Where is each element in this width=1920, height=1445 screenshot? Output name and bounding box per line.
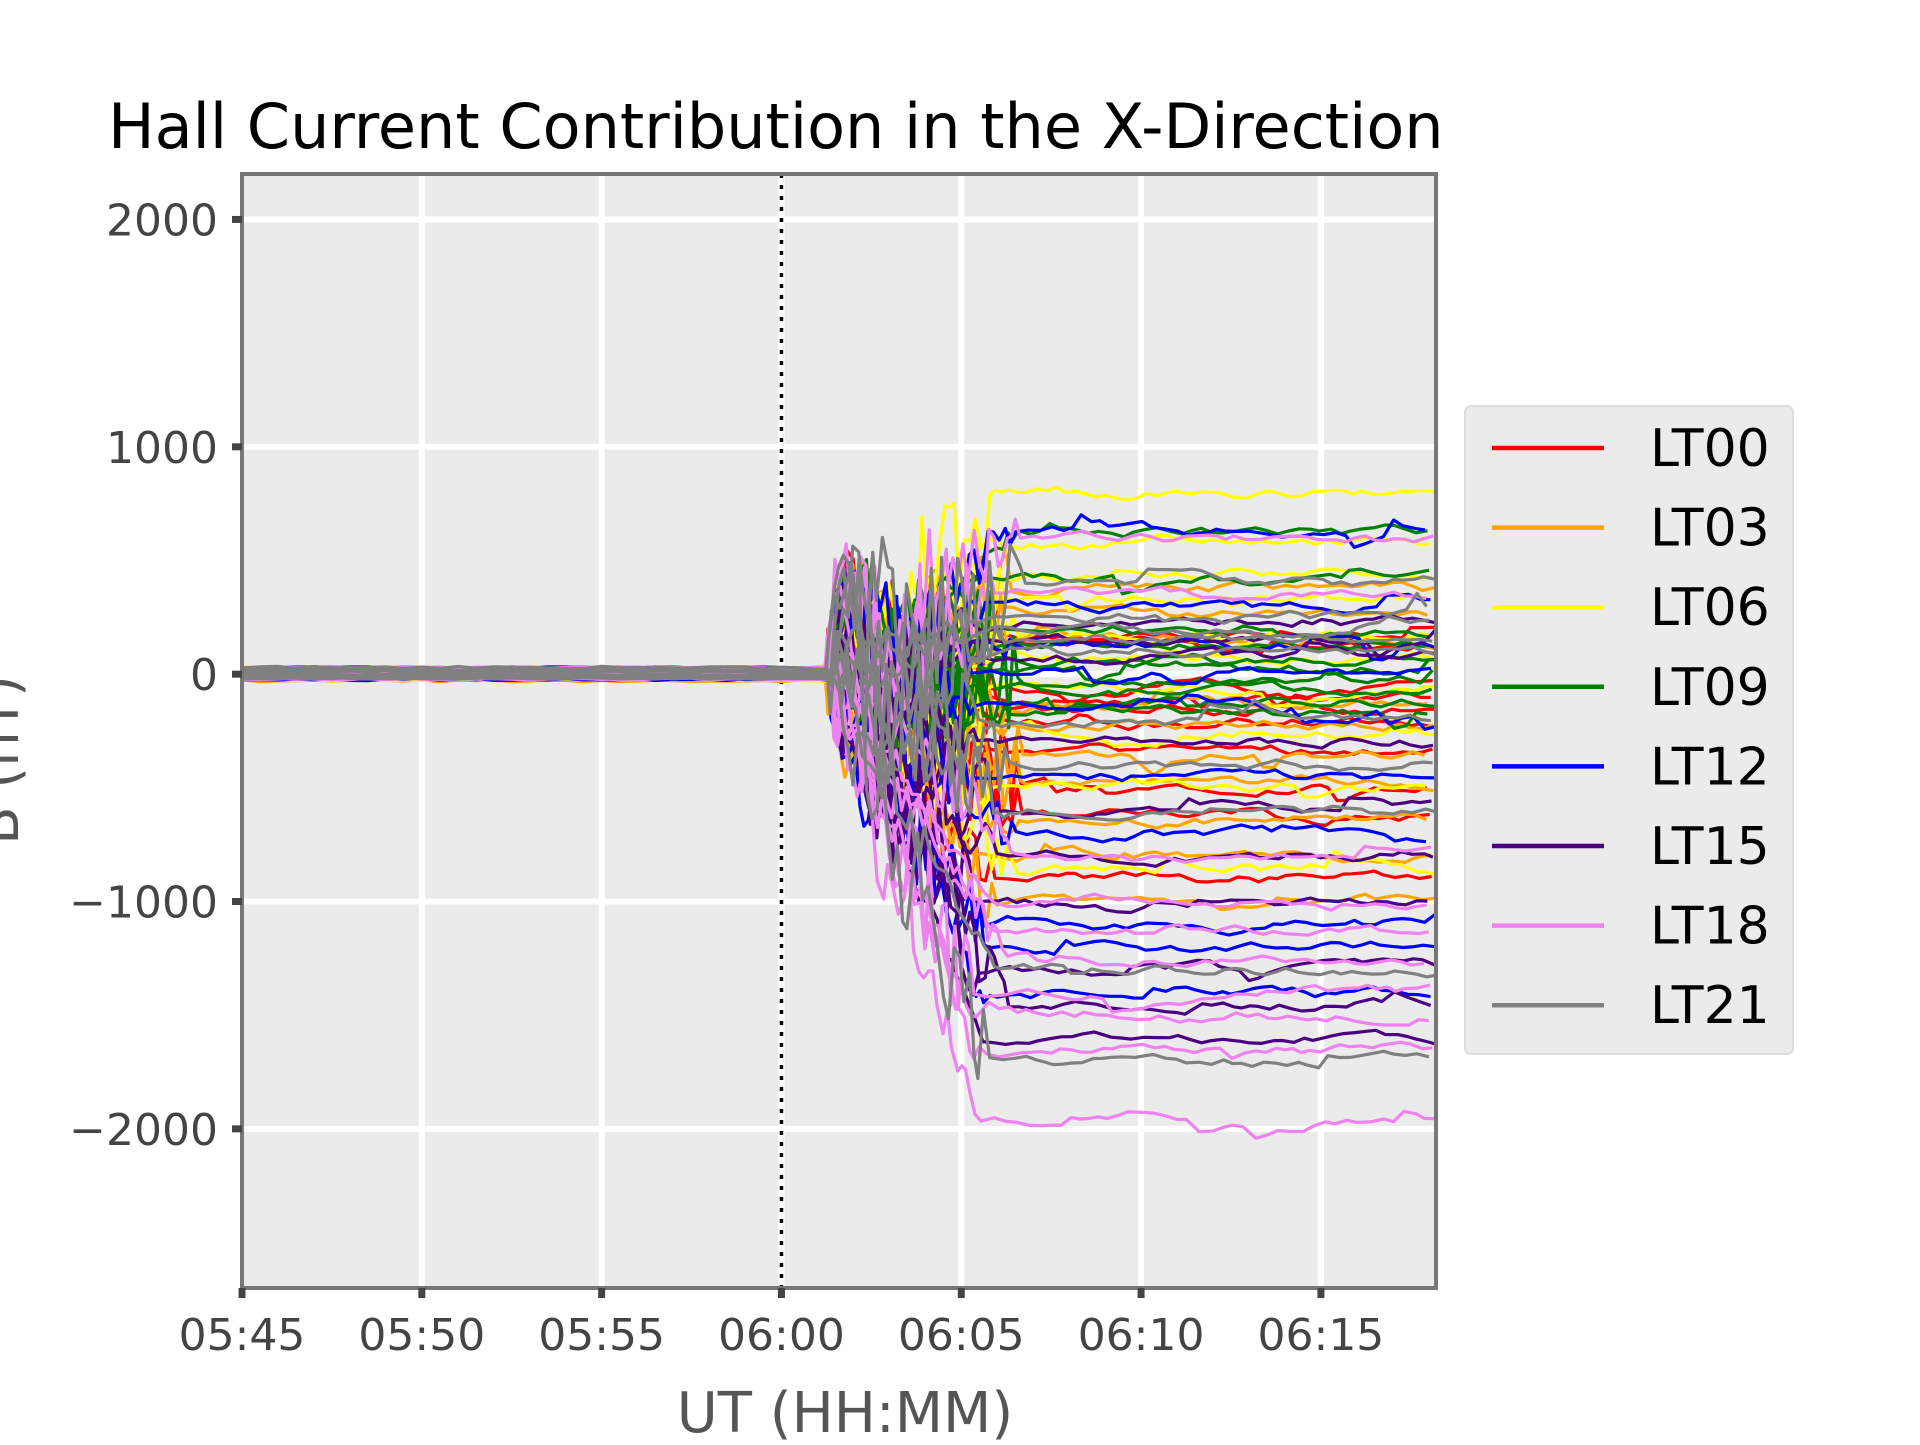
series-line-lt21 [241,614,1430,706]
series-line-lt21 [242,591,1428,709]
series-layer [241,485,1437,1140]
x-tick-label: 05:45 [179,1310,306,1361]
x-tick-label: 06:00 [718,1310,845,1361]
legend-label-lt21: LT21 [1650,976,1770,1036]
x-tick-label: 05:55 [538,1310,665,1361]
legend-label-lt03: LT03 [1650,499,1770,559]
y-tick-label: 2000 [106,195,218,246]
y-axis-label: B (nT) [0,675,32,845]
series-line-lt21 [241,567,1433,792]
y-tick-label: 1000 [106,423,218,474]
x-tick-label: 06:10 [1078,1310,1205,1361]
y-tick-label: −2000 [69,1105,218,1156]
y-tick-label: 0 [190,650,218,701]
legend-label-lt12: LT12 [1650,737,1770,797]
legend-label-lt06: LT06 [1650,578,1770,638]
x-tick-label: 06:15 [1258,1310,1385,1361]
legend-label-lt00: LT00 [1650,419,1770,479]
y-tick-label: −1000 [69,878,218,929]
plot-frame [240,172,1438,1290]
legend-box [1464,405,1794,1055]
x-tick-label: 06:05 [898,1310,1025,1361]
legend: LT00 LT03 LT06 LT09 LT12 LT15 LT18 LT21 [1464,405,1794,1055]
x-axis-label: UT (HH:MM) [677,1381,1013,1440]
legend-label-lt09: LT09 [1650,658,1770,718]
series-lt21 [241,535,1437,1081]
legend-label-lt15: LT15 [1650,817,1770,877]
axis-ticks: 05:45 05:50 05:55 06:00 06:05 06:10 06:15 −2000… [69,195,1384,1361]
series-line-lt21 [241,535,1435,723]
chart-title: Hall Current Contribution in the X-Direc… [108,90,1444,163]
x-tick-label: 05:50 [358,1310,485,1361]
legend-label-lt18: LT18 [1650,897,1770,957]
series-line-lt21 [241,561,1432,776]
